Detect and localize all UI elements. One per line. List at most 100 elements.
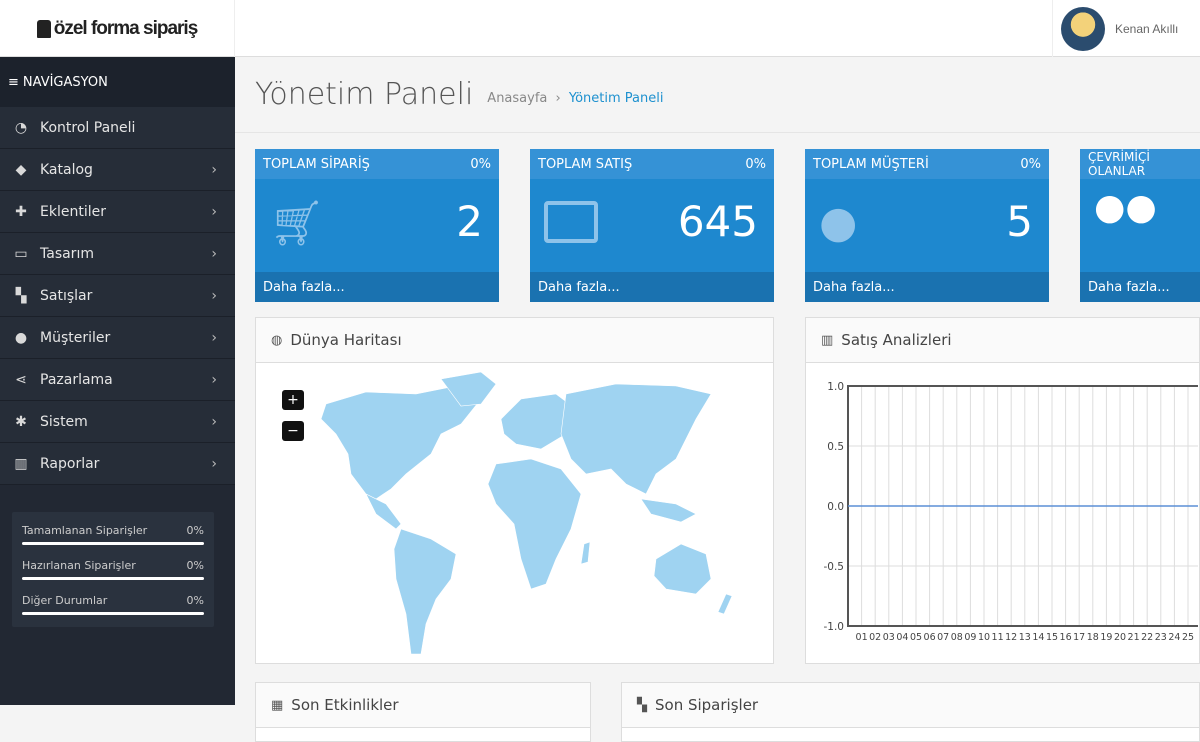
stat-label: Hazırlanan Siparişler	[22, 559, 136, 572]
user-menu[interactable]: Kenan Akıllı	[1052, 0, 1200, 57]
stat-label: Diğer Durumlar	[22, 594, 108, 607]
chevron-right-icon: ›	[211, 203, 217, 220]
tile-title: ÇEVRİMİÇİ OLANLAR	[1088, 150, 1150, 178]
south-america	[393, 528, 457, 655]
stat-tile: TOPLAM SATIŞ 0% 645 Daha fazla...	[530, 149, 774, 302]
x-tick-label: 08	[951, 632, 963, 643]
sidebar-item-label: Müşteriler	[40, 329, 111, 346]
breadcrumb: Anasayfa › Yönetim Paneli	[487, 91, 664, 106]
sidebar-item-6[interactable]: ● Müşteriler ›	[0, 317, 235, 359]
chevron-right-icon: ›	[211, 245, 217, 262]
menu-icon[interactable]: ≡	[8, 74, 19, 90]
user-icon: ●	[819, 197, 858, 248]
gear-icon: ✱	[15, 413, 27, 430]
x-tick-label: 10	[978, 632, 990, 643]
x-tick-label: 02	[869, 632, 881, 643]
sidebar-item-8[interactable]: ✱ Sistem ›	[0, 401, 235, 443]
greenland	[440, 371, 497, 407]
sidebar-item-label: Sistem	[40, 413, 88, 430]
x-tick-label: 19	[1100, 632, 1112, 643]
x-tick-label: 03	[883, 632, 895, 643]
logo[interactable]: özel forma sipariş	[0, 0, 235, 57]
more-link[interactable]: Daha fazla...	[805, 272, 1049, 302]
zoom-in-button[interactable]: +	[282, 390, 304, 410]
sidebar-item-4[interactable]: ▭ Tasarım ›	[0, 233, 235, 275]
stat-tile: TOPLAM SİPARİŞ 0% 🛒︎ 2 Daha fazla...	[255, 149, 499, 302]
tags-icon: ◆	[15, 161, 27, 178]
desktop-icon: ▭	[14, 245, 28, 262]
nav-title: NAVİGASYON	[22, 74, 108, 90]
y-tick-label: -0.5	[824, 561, 845, 573]
recent-orders-panel: ▚ Son Siparişler	[621, 682, 1200, 742]
stat-tile: TOPLAM MÜŞTERİ 0% ● 5 Daha fazla...	[805, 149, 1049, 302]
y-tick-label: 0.5	[827, 441, 844, 453]
more-link[interactable]: Daha fazla...	[1080, 272, 1200, 302]
stat-item: Diğer Durumlar 0%	[22, 590, 204, 625]
x-tick-label: 07	[937, 632, 949, 643]
tile-title: TOPLAM MÜŞTERİ	[813, 156, 929, 172]
panel-title: Son Siparişler	[655, 696, 759, 714]
sidebar-item-9[interactable]: ▥ Raporlar ›	[0, 443, 235, 485]
x-tick-label: 09	[964, 632, 976, 643]
stat-item: Tamamlanan Siparişler 0%	[22, 520, 204, 555]
tile-percent: 0%	[745, 156, 766, 172]
africa	[487, 458, 582, 590]
x-tick-label: 06	[924, 632, 936, 643]
sidebar-item-3[interactable]: ✚ Eklentiler ›	[0, 191, 235, 233]
sidebar-item-label: Raporlar	[40, 455, 100, 472]
stat-progress-bar	[22, 612, 204, 615]
more-link[interactable]: Daha fazla...	[255, 272, 499, 302]
north-america	[320, 385, 482, 500]
sidebar-item-label: Tasarım	[40, 245, 94, 262]
chevron-right-icon: ›	[211, 329, 217, 346]
recent-activity-panel: ▦ Son Etkinlikler	[255, 682, 591, 742]
central-america	[365, 493, 402, 530]
sidebar: ≡ NAVİGASYON ◔ Kontrol Paneli ◆ Katalog › ✚ Ekl…	[0, 57, 235, 705]
sidebar-item-2[interactable]: ◆ Katalog ›	[0, 149, 235, 191]
x-tick-label: 18	[1087, 632, 1099, 643]
shopping-cart-icon: 🛒︎	[269, 198, 325, 249]
cart-icon: ▚	[15, 287, 27, 304]
x-tick-label: 15	[1046, 632, 1058, 643]
world-map-panel: ◍ Dünya Haritası + −	[255, 317, 774, 664]
logo-text: özel forma sipariş	[53, 17, 199, 39]
user-icon: ●	[14, 329, 28, 346]
x-tick-label: 01	[856, 632, 868, 643]
tile-value: 2	[456, 197, 483, 246]
chevron-right-icon: ›	[211, 413, 217, 430]
breadcrumb-home[interactable]: Anasayfa	[487, 91, 548, 106]
zoom-out-button[interactable]: −	[282, 421, 304, 441]
x-tick-label: 13	[1019, 632, 1031, 643]
stat-progress-bar	[22, 577, 204, 580]
stat-tile: ÇEVRİMİÇİ OLANLAR ●● Daha fazla...	[1080, 149, 1200, 302]
tile-value: 645	[677, 197, 758, 246]
more-link[interactable]: Daha fazla...	[530, 272, 774, 302]
x-tick-label: 21	[1128, 632, 1140, 643]
asia	[560, 383, 712, 495]
page-title: Yönetim Paneli	[255, 77, 474, 112]
users-icon: ●●	[1094, 187, 1157, 228]
stat-progress-bar	[22, 542, 204, 545]
stat-value: 0%	[186, 594, 204, 607]
x-tick-label: 23	[1155, 632, 1167, 643]
sidebar-item-7[interactable]: ⋖ Pazarlama ›	[0, 359, 235, 401]
shirt-icon	[36, 19, 51, 38]
share-icon: ⋖	[15, 371, 27, 388]
world-map[interactable]	[256, 364, 773, 664]
sidebar-item-5[interactable]: ▚ Satışlar ›	[0, 275, 235, 317]
southeast-asia	[640, 498, 697, 523]
cart-icon: ▚	[637, 697, 647, 713]
breadcrumb-current[interactable]: Yönetim Paneli	[568, 91, 664, 106]
sidebar-item-label: Kontrol Paneli	[40, 119, 136, 136]
panel-title: Dünya Haritası	[290, 331, 402, 349]
y-tick-label: -1.0	[824, 621, 845, 633]
sidebar-item-label: Satışlar	[40, 287, 93, 304]
chevron-right-icon: ›	[211, 287, 217, 304]
sidebar-item-1[interactable]: ◔ Kontrol Paneli	[0, 107, 235, 149]
chevron-right-icon: ›	[211, 161, 217, 178]
sales-analytics-panel: ▥ Satış Analizleri 01 02 03 04 05 06 07 08 09 10 11…	[805, 317, 1200, 664]
x-tick-label: 04	[896, 632, 908, 643]
x-tick-label: 14	[1032, 632, 1044, 643]
sidebar-item-label: Eklentiler	[40, 203, 106, 220]
tile-percent: 0%	[470, 156, 491, 172]
